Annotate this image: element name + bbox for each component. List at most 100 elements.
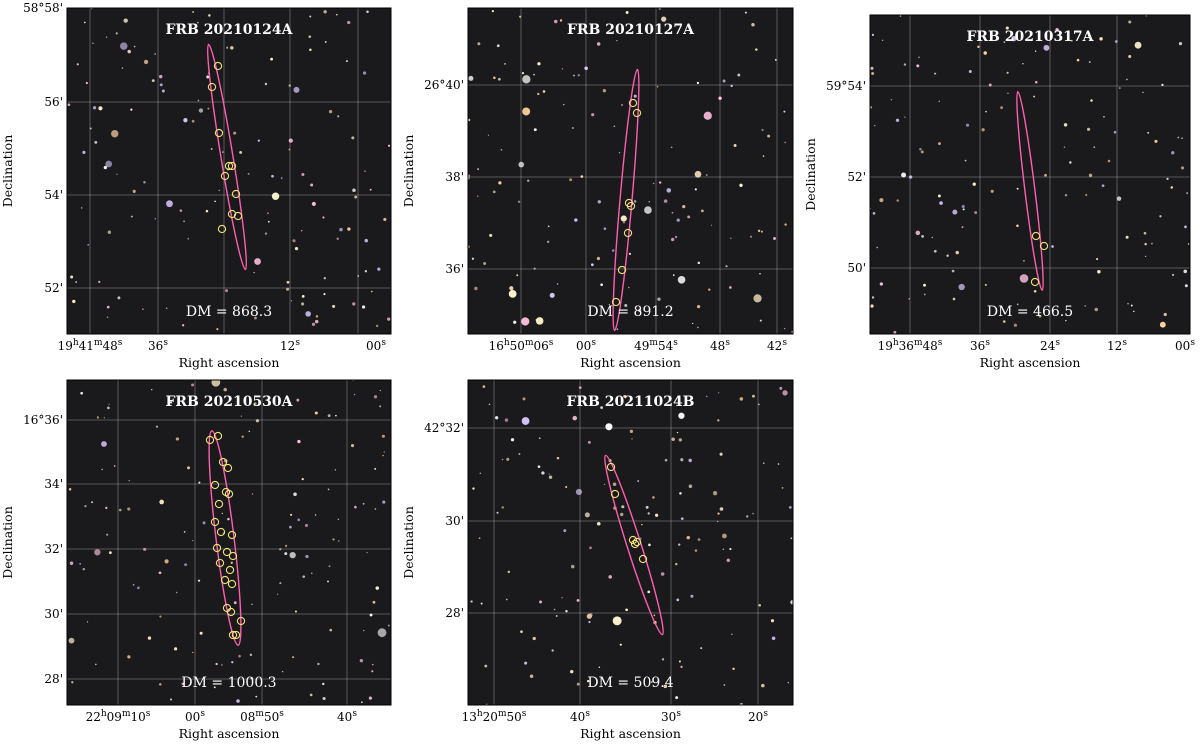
star (202, 521, 206, 525)
star (120, 42, 128, 50)
y-tick-label: 28' (44, 672, 63, 686)
star (703, 111, 712, 120)
host-candidate (217, 224, 227, 234)
star (533, 128, 537, 132)
star (561, 68, 564, 70)
star (548, 473, 550, 475)
panel-title: FRB 20211024B (566, 394, 694, 410)
star (596, 521, 601, 526)
star (527, 179, 530, 182)
host-candidate (617, 265, 627, 275)
star (919, 147, 922, 151)
star (361, 305, 366, 309)
host-candidate (220, 575, 230, 585)
star (783, 110, 786, 113)
star (216, 327, 219, 331)
star (1011, 36, 1017, 42)
star (231, 661, 234, 664)
star (522, 397, 526, 401)
host-candidate (610, 489, 620, 499)
star (546, 240, 550, 244)
star (105, 36, 108, 38)
star (611, 249, 615, 252)
star (572, 415, 578, 421)
star (491, 10, 494, 13)
star (498, 181, 502, 185)
sky-image (67, 8, 391, 334)
star (694, 188, 697, 191)
star (1133, 310, 1135, 313)
star (305, 311, 311, 317)
star (165, 307, 168, 309)
star (653, 614, 656, 617)
star (241, 435, 244, 438)
frame (467, 7, 794, 335)
star (471, 257, 475, 260)
star (354, 195, 358, 199)
star (584, 512, 590, 518)
star (680, 665, 683, 669)
host-candidate (227, 161, 237, 171)
star (352, 302, 356, 306)
star (214, 200, 216, 203)
star (192, 539, 194, 542)
star (176, 591, 178, 594)
host-candidate (632, 537, 642, 547)
panel-title: FRB 20210124A (165, 22, 293, 38)
x-tick-label: 12s (1107, 338, 1127, 353)
star (952, 209, 958, 215)
star (253, 402, 257, 405)
star (154, 218, 157, 220)
star (757, 229, 761, 233)
y-tick-label: 34' (44, 477, 63, 491)
star (72, 299, 76, 304)
star (226, 46, 229, 49)
star (1034, 50, 1037, 52)
x-tick-label: 19h41m48s (58, 338, 123, 353)
star (79, 563, 81, 565)
star (955, 250, 959, 255)
star (563, 529, 567, 533)
star (621, 104, 623, 106)
star (629, 429, 634, 434)
star (508, 289, 517, 298)
star (708, 288, 711, 291)
star (666, 188, 672, 193)
star (168, 403, 170, 405)
panel: FRB 20210124A DM = 868.3 19h41m48s 36s 12s 00… (0, 1, 392, 370)
star (294, 246, 299, 251)
star (197, 99, 200, 102)
star (1069, 161, 1072, 164)
star (288, 138, 293, 143)
star (222, 151, 224, 153)
star (663, 684, 668, 689)
star (292, 239, 296, 243)
star (288, 84, 291, 87)
star (383, 451, 385, 453)
star (372, 600, 376, 604)
x-tick-label: 12s (280, 338, 300, 353)
star (1084, 305, 1087, 307)
star (364, 170, 366, 173)
star (128, 480, 130, 482)
star (1128, 54, 1132, 59)
star (1002, 320, 1006, 323)
star (230, 46, 234, 50)
host-candidate (1030, 277, 1040, 287)
star (577, 74, 580, 77)
star (1159, 321, 1166, 328)
star (103, 417, 105, 419)
y-axis-label: Declination (401, 135, 416, 208)
star (777, 463, 780, 465)
star (230, 561, 233, 564)
star (332, 304, 336, 308)
star (758, 403, 760, 406)
star (974, 211, 978, 215)
star (621, 505, 625, 509)
star (694, 549, 698, 552)
star (946, 254, 949, 257)
x-tick-label: 08m50s (240, 709, 284, 724)
star (80, 391, 84, 395)
y-tick-label: 28' (445, 606, 464, 620)
star (309, 48, 312, 52)
